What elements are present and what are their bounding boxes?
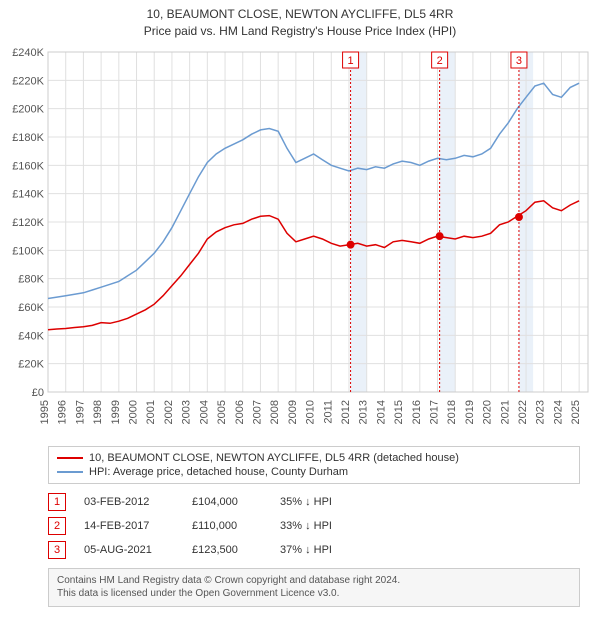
chart: £0 £20K £40K £60K £80K £100K £120K £140K £160K £1… bbox=[0, 42, 600, 442]
svg-text:2002: 2002 bbox=[163, 400, 175, 424]
svg-text:1995: 1995 bbox=[39, 400, 51, 424]
legend-swatch bbox=[57, 457, 83, 459]
svg-text:2: 2 bbox=[437, 55, 443, 67]
svg-text:2001: 2001 bbox=[145, 400, 157, 424]
svg-text:£80K: £80K bbox=[18, 273, 44, 285]
sale-row: 3 05-AUG-2021 £123,500 37% ↓ HPI bbox=[0, 538, 600, 562]
svg-text:2020: 2020 bbox=[482, 400, 494, 424]
svg-text:2017: 2017 bbox=[429, 400, 441, 424]
title-line-1: 10, BEAUMONT CLOSE, NEWTON AYCLIFFE, DL5… bbox=[4, 6, 596, 23]
legend-label: 10, BEAUMONT CLOSE, NEWTON AYCLIFFE, DL5… bbox=[89, 452, 459, 464]
svg-text:£160K: £160K bbox=[12, 160, 44, 172]
svg-text:3: 3 bbox=[516, 55, 522, 67]
svg-text:2000: 2000 bbox=[128, 400, 140, 424]
sale-price: £123,500 bbox=[192, 544, 262, 556]
svg-text:2019: 2019 bbox=[464, 400, 476, 424]
svg-text:£0: £0 bbox=[32, 387, 44, 399]
svg-text:2008: 2008 bbox=[269, 400, 281, 424]
svg-text:2024: 2024 bbox=[552, 400, 564, 424]
legend-item-hpi: HPI: Average price, detached house, Coun… bbox=[57, 465, 571, 479]
svg-text:1996: 1996 bbox=[57, 400, 69, 424]
svg-text:£40K: £40K bbox=[18, 330, 44, 342]
sale-marker-icon: 1 bbox=[48, 493, 66, 511]
sale-marker-icon: 3 bbox=[48, 541, 66, 559]
svg-text:£180K: £180K bbox=[12, 132, 44, 144]
sale-diff: 37% ↓ HPI bbox=[280, 544, 370, 556]
attribution: Contains HM Land Registry data © Crown c… bbox=[48, 568, 580, 607]
svg-text:2023: 2023 bbox=[535, 400, 547, 424]
sales-table: 1 03-FEB-2012 £104,000 35% ↓ HPI 2 14-FE… bbox=[0, 490, 600, 562]
svg-text:£140K: £140K bbox=[12, 188, 44, 200]
sale-date: 05-AUG-2021 bbox=[84, 544, 174, 556]
svg-text:2007: 2007 bbox=[251, 400, 263, 424]
svg-text:2021: 2021 bbox=[499, 400, 511, 424]
svg-text:2022: 2022 bbox=[517, 400, 529, 424]
legend: 10, BEAUMONT CLOSE, NEWTON AYCLIFFE, DL5… bbox=[48, 446, 580, 484]
svg-text:2012: 2012 bbox=[340, 400, 352, 424]
svg-text:1997: 1997 bbox=[74, 400, 86, 424]
svg-text:£220K: £220K bbox=[12, 75, 44, 87]
legend-item-price-paid: 10, BEAUMONT CLOSE, NEWTON AYCLIFFE, DL5… bbox=[57, 451, 571, 465]
svg-text:2014: 2014 bbox=[375, 400, 387, 424]
svg-text:2013: 2013 bbox=[358, 400, 370, 424]
svg-text:2015: 2015 bbox=[393, 400, 405, 424]
sale-diff: 35% ↓ HPI bbox=[280, 496, 370, 508]
title-block: 10, BEAUMONT CLOSE, NEWTON AYCLIFFE, DL5… bbox=[0, 0, 600, 42]
attribution-line-1: Contains HM Land Registry data © Crown c… bbox=[57, 574, 571, 588]
page-root: 10, BEAUMONT CLOSE, NEWTON AYCLIFFE, DL5… bbox=[0, 0, 600, 607]
svg-text:2025: 2025 bbox=[570, 400, 582, 424]
svg-text:2016: 2016 bbox=[411, 400, 423, 424]
title-line-2: Price paid vs. HM Land Registry's House … bbox=[4, 23, 596, 40]
svg-text:£240K: £240K bbox=[12, 47, 44, 59]
legend-label: HPI: Average price, detached house, Coun… bbox=[89, 466, 348, 478]
svg-text:1998: 1998 bbox=[92, 400, 104, 424]
sale-diff: 33% ↓ HPI bbox=[280, 520, 370, 532]
sale-marker-icon: 2 bbox=[48, 517, 66, 535]
svg-text:1999: 1999 bbox=[110, 400, 122, 424]
sale-row: 1 03-FEB-2012 £104,000 35% ↓ HPI bbox=[0, 490, 600, 514]
svg-text:2018: 2018 bbox=[446, 400, 458, 424]
svg-text:£200K: £200K bbox=[12, 103, 44, 115]
legend-swatch bbox=[57, 471, 83, 473]
svg-text:£20K: £20K bbox=[18, 358, 44, 370]
svg-text:2004: 2004 bbox=[198, 400, 210, 424]
chart-svg: £0 £20K £40K £60K £80K £100K £120K £140K £160K £1… bbox=[0, 42, 600, 442]
svg-text:2010: 2010 bbox=[305, 400, 317, 424]
sale-price: £104,000 bbox=[192, 496, 262, 508]
svg-text:£120K: £120K bbox=[12, 217, 44, 229]
svg-text:£100K: £100K bbox=[12, 245, 44, 257]
sale-price: £110,000 bbox=[192, 520, 262, 532]
svg-text:2005: 2005 bbox=[216, 400, 228, 424]
svg-text:2009: 2009 bbox=[287, 400, 299, 424]
svg-text:2003: 2003 bbox=[181, 400, 193, 424]
sale-date: 03-FEB-2012 bbox=[84, 496, 174, 508]
sale-row: 2 14-FEB-2017 £110,000 33% ↓ HPI bbox=[0, 514, 600, 538]
svg-text:2006: 2006 bbox=[234, 400, 246, 424]
svg-text:£60K: £60K bbox=[18, 302, 44, 314]
attribution-line-2: This data is licensed under the Open Gov… bbox=[57, 587, 571, 601]
svg-text:1: 1 bbox=[348, 55, 354, 67]
sale-date: 14-FEB-2017 bbox=[84, 520, 174, 532]
svg-text:2011: 2011 bbox=[322, 400, 334, 424]
